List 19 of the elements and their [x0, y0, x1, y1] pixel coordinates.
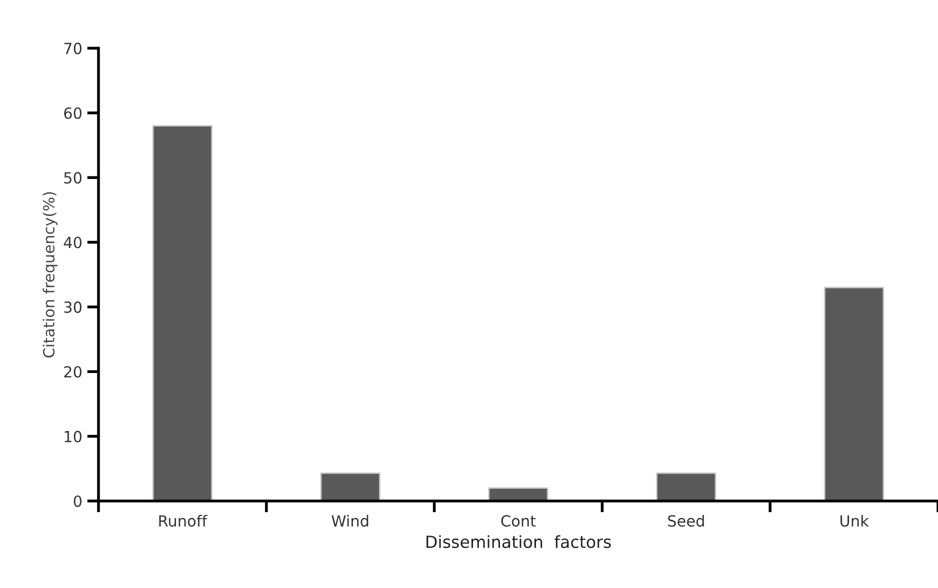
x-tick-label: Unk: [840, 514, 869, 527]
x-axis-title: Dissemination factors: [426, 535, 611, 548]
x-tick-label: Seed: [668, 514, 704, 527]
x-tick-label: Wind: [332, 514, 368, 527]
y-tick-label: 10: [64, 430, 82, 442]
x-tick-label: Runoff: [159, 514, 208, 527]
y-tick-label: 60: [64, 107, 82, 119]
y-tick-label: 0: [74, 495, 82, 507]
y-tick-label: 70: [64, 42, 82, 54]
y-tick-label: 20: [64, 366, 82, 378]
bar: [320, 472, 380, 501]
y-tick-label: 30: [64, 301, 82, 313]
y-tick-label: 40: [64, 236, 82, 248]
bar: [824, 286, 884, 501]
bar: [656, 472, 716, 501]
y-tick-label: 50: [64, 172, 82, 184]
x-tick-label: Cont: [501, 515, 536, 527]
bar: [152, 125, 213, 501]
y-axis-title: Citation frequency(%): [42, 192, 58, 358]
